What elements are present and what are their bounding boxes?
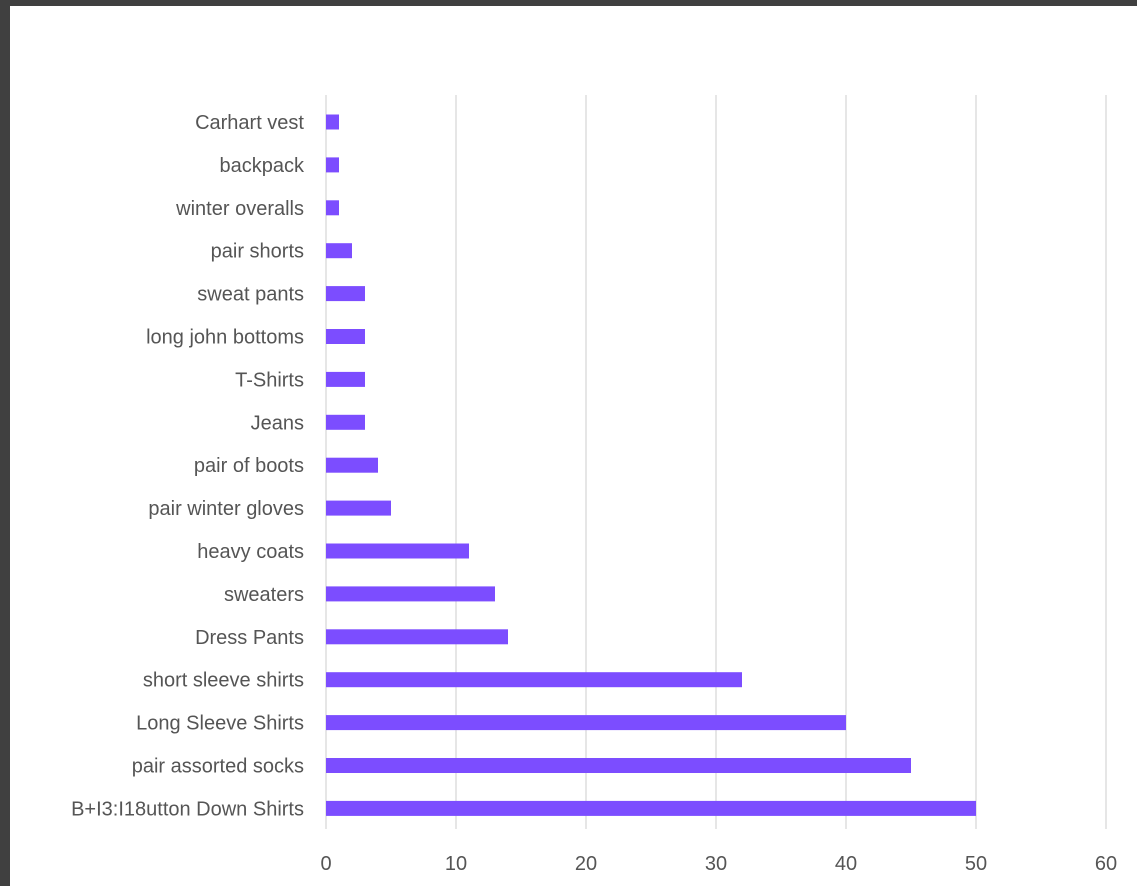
- bar: [326, 543, 469, 559]
- x-tick-label: 0: [320, 853, 331, 875]
- category-label: Dress Pants: [195, 627, 304, 649]
- gridlines: [325, 95, 1107, 829]
- x-tick-label: 30: [705, 853, 727, 875]
- bar: [326, 457, 378, 473]
- bar: [326, 586, 495, 602]
- bar: [326, 715, 846, 731]
- category-label: backpack: [220, 155, 305, 177]
- bar: [326, 157, 339, 173]
- bar: [326, 329, 365, 344]
- bar: [326, 500, 391, 516]
- category-label: sweaters: [224, 584, 304, 606]
- bar: [326, 114, 339, 130]
- x-tick-label: 40: [835, 853, 857, 875]
- bars: [326, 114, 976, 816]
- x-tick-label: 20: [575, 853, 597, 875]
- category-label: Long Sleeve Shirts: [136, 713, 304, 735]
- bar: [326, 672, 742, 688]
- category-label: Carhart vest: [195, 112, 304, 134]
- category-label: pair of boots: [194, 455, 304, 477]
- category-label: short sleeve shirts: [143, 670, 304, 692]
- category-labels: Carhart vest backpack winter overalls pair …: [71, 112, 305, 820]
- bar: [326, 758, 911, 773]
- category-label: heavy coats: [197, 541, 304, 563]
- chart-frame: Carhart vest backpack winter overalls pair …: [10, 6, 1137, 886]
- x-tick-labels: 0 10 20 30 40 50 60: [320, 853, 1117, 875]
- category-label: long john bottoms: [146, 327, 304, 349]
- bar: [326, 414, 365, 430]
- bar: [326, 371, 365, 387]
- x-tick-label: 60: [1095, 853, 1117, 875]
- category-label: T-Shirts: [235, 369, 304, 391]
- category-label: sweat pants: [197, 284, 304, 306]
- bar: [326, 286, 365, 302]
- category-label: pair assorted socks: [132, 756, 304, 778]
- category-label: Jeans: [251, 412, 304, 434]
- bar-chart: Carhart vest backpack winter overalls pair …: [71, 95, 1117, 875]
- category-label: winter overalls: [175, 198, 304, 220]
- x-tick-label: 10: [445, 853, 467, 875]
- bar: [326, 800, 976, 816]
- category-label: B+I3:I18utton Down Shirts: [71, 798, 304, 820]
- bar: [326, 200, 339, 216]
- bar: [326, 629, 508, 645]
- x-tick-label: 50: [965, 853, 987, 875]
- category-label: pair shorts: [211, 241, 304, 263]
- category-label: pair winter gloves: [148, 498, 304, 520]
- bar: [326, 243, 352, 259]
